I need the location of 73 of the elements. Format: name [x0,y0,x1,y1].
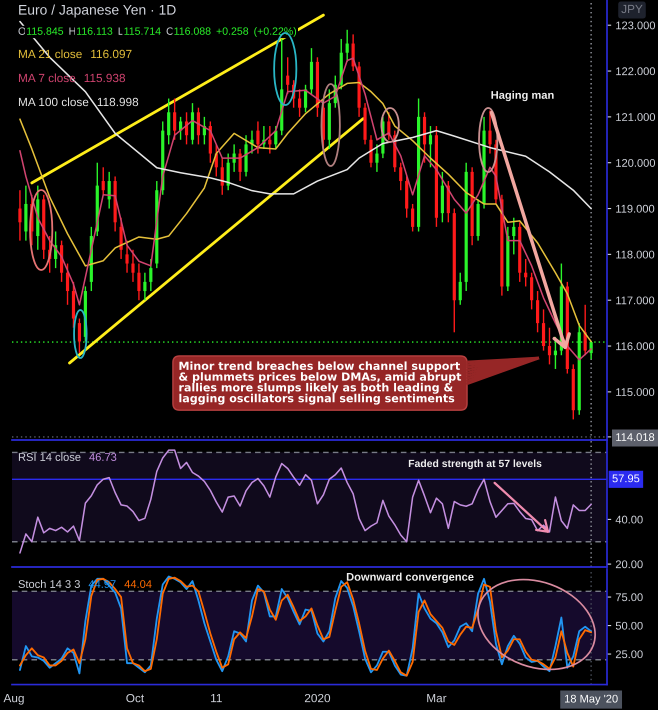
series-label: MA 100 close [18,98,88,106]
candlestick [143,272,146,301]
chart-title: Euro / Japanese Yen · 1D [19,4,176,18]
line-series [19,449,592,554]
annotation: 46.73 [89,453,116,461]
candlestick [102,166,105,196]
annotation: 44.04 [124,580,152,588]
ref-line-label: 18 May '20 [564,694,618,705]
x-tick-label: Aug [4,694,24,705]
y-tick-label: 122.000 [616,67,656,76]
y-tick-label: 116.000 [616,342,654,350]
y-tick-label: 118.000 [616,250,654,259]
y-tick-label: 117.000 [616,296,654,304]
candlestick [78,318,82,354]
candlestick [399,162,402,191]
ref-line-label: 57.95 [612,474,640,482]
candlestick [387,112,390,140]
candlestick [346,29,349,63]
candlestick [584,304,587,356]
x-tick-label: 2020 [304,694,330,702]
y-tick-label: 50.00 [616,622,643,630]
y-tick-label: 20.00 [616,560,643,568]
candlestick [268,125,272,154]
candlestick [173,98,176,140]
candlestick [125,240,129,274]
candlestick [512,217,516,256]
candlestick [214,144,218,178]
annotation: 116.097 [91,50,132,58]
candlestick [298,88,302,118]
annotation: 118.998 [98,98,138,106]
candlestick [131,249,135,283]
candlestick [548,327,552,366]
x-tick-label: 11 [211,694,222,702]
text: Stoch 14 3 3 [18,580,80,588]
candlestick [530,272,534,310]
candlestick [256,120,260,154]
candlestick [274,125,278,150]
candlestick [458,272,462,306]
line-series [19,20,592,210]
annotation: Downward convergence [346,572,474,584]
y-tick-label: 121.000 [616,113,656,122]
y-tick-label: 25.00 [616,650,643,658]
candlestick [167,98,170,146]
candlestick [542,308,546,352]
candlestick [66,262,70,306]
y-tick-label: 75.00 [616,593,643,602]
candlestick [18,190,22,242]
candlestick [220,157,224,196]
x-tick-label: Mar [427,694,446,702]
candlestick [428,125,432,168]
candlestick [149,258,152,292]
annotation: Haging man [491,90,554,102]
candlestick [411,203,414,232]
candlestick [226,152,230,191]
y-tick-label: 40.00 [616,516,643,524]
y-tick-label: 120.000 [616,158,656,167]
candlestick [286,56,290,95]
y-tick-label: 123.000 [616,21,656,30]
annotation: 115.938 [84,74,126,82]
annotation: Minor trend breaches below channel support & plummets prices below DMAs, amid abrupt rallies more slumps likely as both leading & lagging oscillators signal selling sentiments [179,361,462,405]
x-tick-label: Oct [126,694,144,702]
candlestick [375,144,379,173]
candlestick [524,258,528,288]
candlestick [536,290,540,333]
y-tick-label: 115.000 [616,388,654,396]
y-axis-title: JPY [621,4,643,14]
text: RSI 14 close [18,452,80,461]
candlestick [108,171,111,210]
y-tick-label: 114.018 [616,433,654,442]
candlestick [137,262,141,301]
candlestick [488,110,492,154]
annotation: Faded strength at 57 levels [408,459,542,470]
y-tick-label: 119.000 [616,204,654,213]
